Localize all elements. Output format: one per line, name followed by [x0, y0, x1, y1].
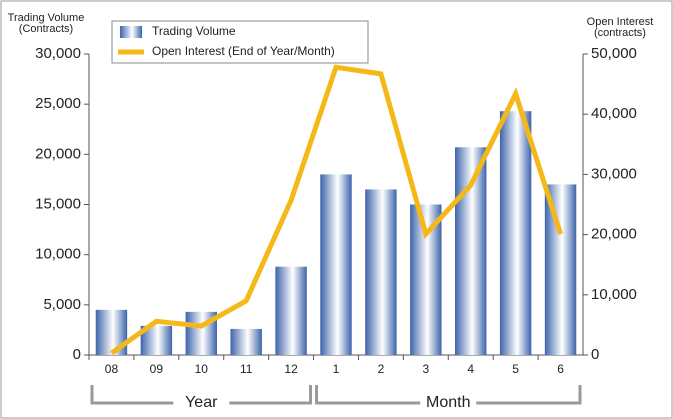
y-axis-title: (Contracts) [19, 23, 73, 35]
x-tick-label: 1 [333, 362, 340, 376]
y-tick-label: 15,000 [35, 195, 81, 212]
x-tick-label: 11 [240, 362, 253, 376]
y2-tick-label: 40,000 [591, 105, 637, 122]
y2-tick-label: 10,000 [591, 286, 637, 303]
x-tick-label: 08 [105, 362, 119, 376]
x-tick-label: 4 [467, 362, 474, 376]
y-tick-label: 10,000 [35, 246, 81, 263]
y-tick-label: 0 [73, 346, 81, 363]
group-bracket [315, 385, 582, 405]
y-tick-label: 5,000 [43, 296, 81, 313]
bar [499, 111, 532, 355]
legend [111, 20, 369, 64]
y2-tick-label: 50,000 [591, 45, 637, 62]
x-tick-label: 10 [195, 362, 209, 376]
y-tick-label: 25,000 [35, 95, 81, 112]
y2-tick-label: 20,000 [591, 226, 637, 243]
bar [455, 147, 487, 355]
x-tick-label: 2 [378, 362, 385, 376]
x-tick-label: 09 [150, 362, 164, 376]
y-axis-title: Trading Volume [8, 12, 85, 24]
line [110, 64, 563, 356]
x-tick-label: 3 [422, 362, 429, 376]
group-label: Year [185, 394, 218, 411]
bar [320, 174, 352, 355]
bar [275, 266, 307, 355]
x-tick-label: 6 [557, 362, 564, 376]
bar [230, 328, 262, 355]
legend-label: Open Interest (End of Year/Month) [152, 44, 335, 58]
y-tick-label: 20,000 [35, 145, 81, 162]
bar [544, 184, 577, 355]
group-bracket [90, 385, 313, 405]
y-tick-label: 30,000 [35, 45, 81, 62]
group-label: Month [426, 394, 470, 411]
bar [365, 189, 397, 355]
x-tick-label: 12 [284, 362, 298, 376]
legend-swatch [120, 26, 142, 38]
y2-tick-label: 0 [591, 346, 599, 363]
legend-label: Trading Volume [152, 24, 236, 38]
x-tick-label: 5 [512, 362, 519, 376]
y2-axis-title: Open Interest [587, 16, 654, 28]
y2-tick-label: 30,000 [591, 165, 637, 182]
y2-axis-title: (contracts) [594, 27, 646, 39]
